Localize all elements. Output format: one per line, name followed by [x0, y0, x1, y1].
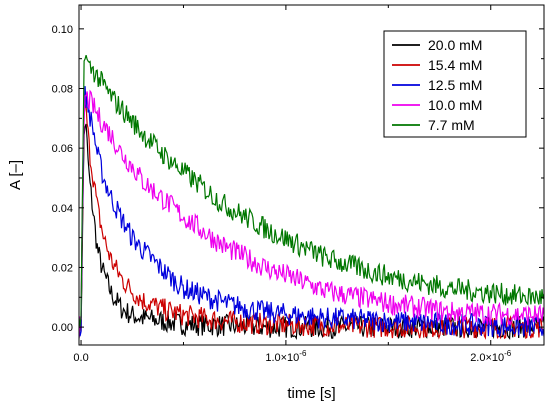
axis-ticks: 0.00 0.02 0.04 0.06 0.08 0.10 0.0 1.0×10-6 2.0×1… [52, 5, 544, 364]
y-tick-label: 0.06 [52, 143, 73, 155]
legend-box [383, 30, 527, 138]
x-tick-label: 2.0×10-6 [470, 349, 512, 364]
series-line-0 [79, 123, 544, 341]
y-tick-label: 0.08 [52, 84, 73, 96]
y-tick-label: 0.00 [52, 322, 73, 334]
plot-frame [78, 4, 545, 346]
series-line-3 [79, 89, 544, 339]
x-axis-label: time [s] [287, 385, 335, 402]
legend: 20.0 mM 15.4 mM 12.5 mM 10.0 mM 7.7 mM [383, 30, 527, 138]
legend-label: 20.0 mM [428, 37, 482, 53]
x-tick-label: 0.0 [73, 352, 88, 364]
y-tick-label: 0.10 [52, 24, 73, 36]
legend-label: 7.7 mM [428, 117, 475, 133]
series-line-4 [79, 54, 544, 327]
y-axis-label: A [–] [7, 160, 24, 190]
legend-label: 15.4 mM [428, 57, 482, 73]
y-tick-label: 0.04 [52, 203, 73, 215]
legend-label: 10.0 mM [428, 97, 482, 113]
series-line-1 [79, 104, 544, 340]
series-line-2 [79, 86, 544, 337]
x-tick-label: 1.0×10-6 [265, 349, 307, 364]
legend-label: 12.5 mM [428, 77, 482, 93]
y-tick-label: 0.02 [52, 262, 73, 274]
plot-area [79, 54, 544, 341]
